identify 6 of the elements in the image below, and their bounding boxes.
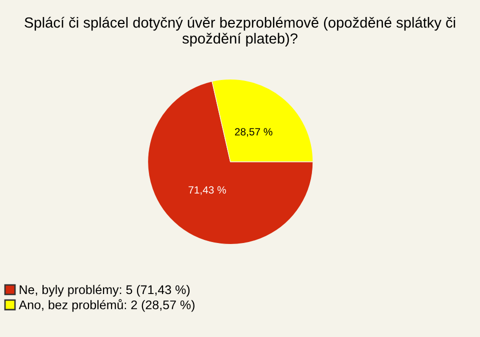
chart-title: Splácí či splácel dotyčný úvěr bezproblémově (opožděné splátky či spoždění plateb)? [24, 16, 456, 47]
legend-label: Ano, bez problémů: 2 (28,57 %) [18, 299, 194, 312]
data-label: 28,57 % [234, 128, 272, 137]
legend-label: Ne, byly problémy: 5 (71,43 %) [20, 284, 190, 297]
data-label: 71,43 % [188, 186, 226, 195]
pie-slice [147, 80, 314, 245]
